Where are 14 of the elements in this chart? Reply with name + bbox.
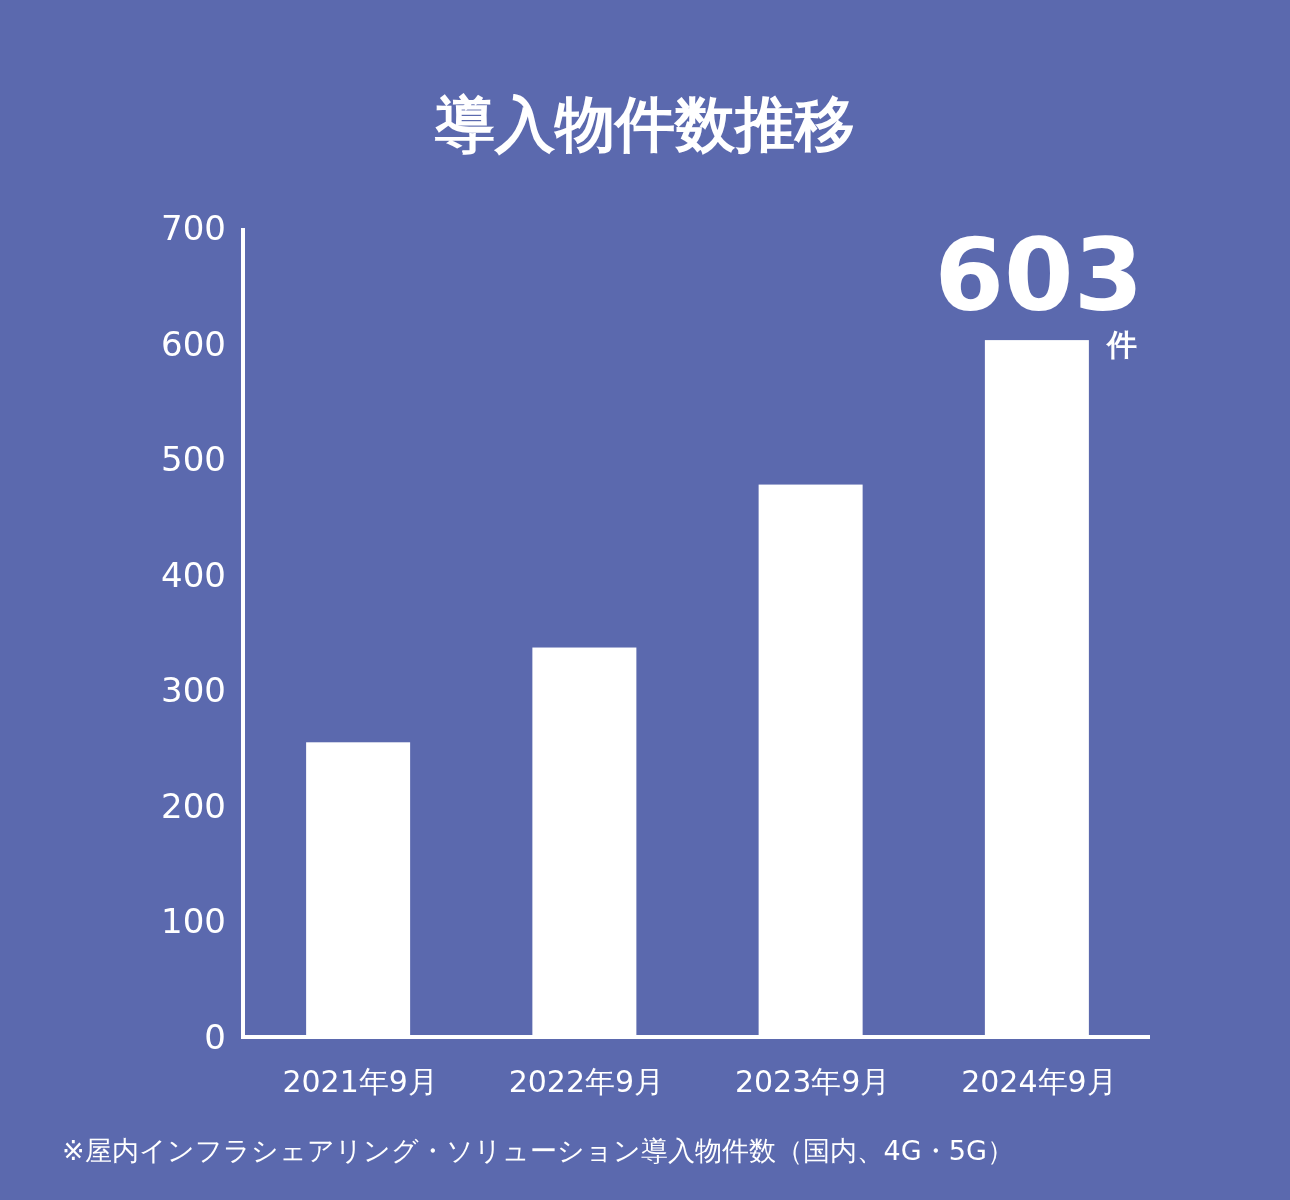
- y-tick-label: 100: [161, 901, 226, 942]
- text: ※屋内インフラシェアリング・ソリューション導入物件数（国内、4G・5G）: [62, 1135, 1014, 1166]
- x-tick-label: 2021年9月: [282, 1064, 438, 1099]
- chart-title: 導入物件数推移: [434, 89, 855, 159]
- y-tick-label: 600: [161, 323, 226, 364]
- x-tick-label: 2024年9月: [961, 1064, 1117, 1099]
- y-tick-label: 300: [161, 670, 226, 711]
- y-tick-label: 500: [161, 439, 226, 480]
- x-tick-label: 2022年9月: [508, 1064, 665, 1099]
- y-tick-label: 0: [204, 1017, 226, 1057]
- x-tick-label: 2023年9月: [734, 1064, 891, 1099]
- y-tick-label: 200: [161, 785, 226, 826]
- y-tick-label: 700: [161, 208, 226, 248]
- y-tick-label: 400: [161, 554, 226, 595]
